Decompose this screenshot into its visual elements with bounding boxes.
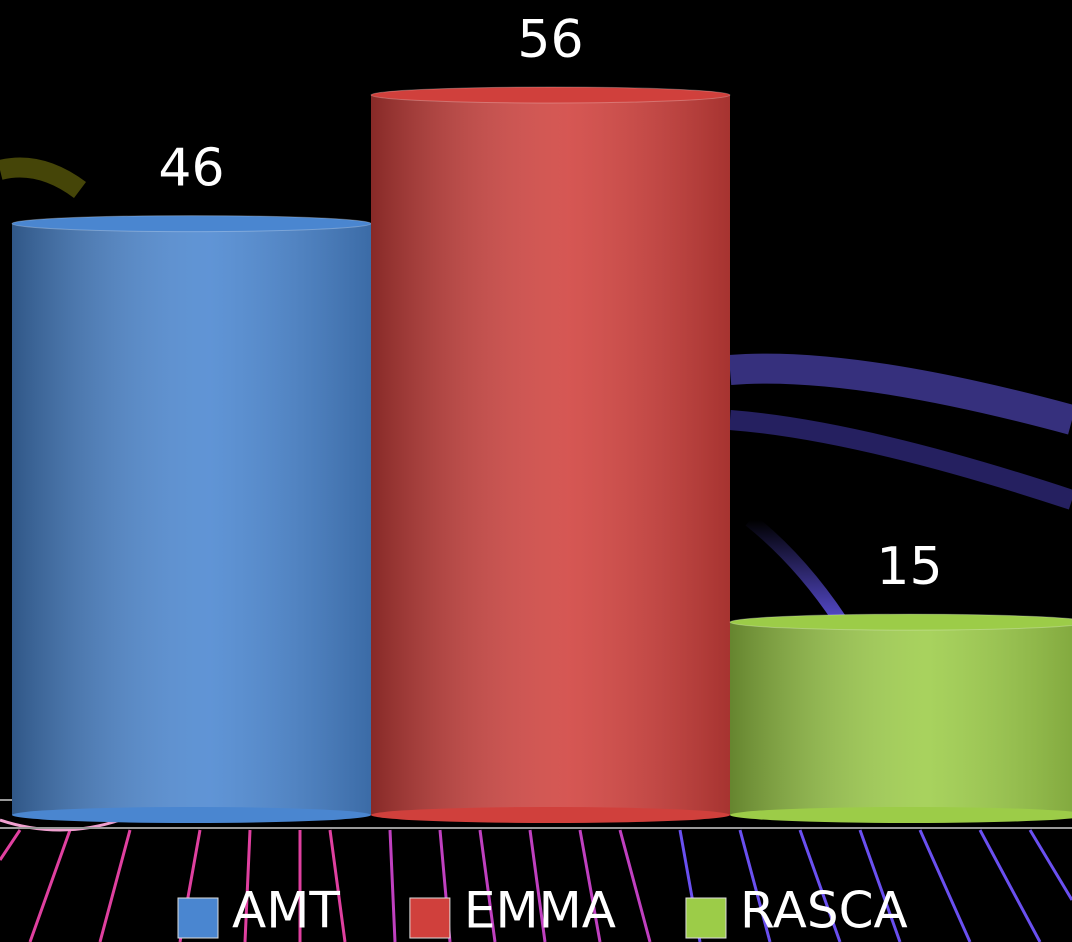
bar-bottom xyxy=(730,807,1072,823)
legend-label: RASCA xyxy=(740,882,908,940)
bar-top xyxy=(370,86,731,104)
value-label: 56 xyxy=(517,10,583,70)
legend-swatch xyxy=(177,897,219,939)
bar-top xyxy=(729,613,1072,631)
value-label: 46 xyxy=(158,139,224,199)
bar-bottom xyxy=(12,807,371,823)
bar-bottom xyxy=(371,807,730,823)
legend-label: AMT xyxy=(232,882,340,940)
value-label: 15 xyxy=(876,537,942,597)
background-decoration xyxy=(0,157,1072,942)
legend-swatch xyxy=(685,897,727,939)
bar-top xyxy=(11,215,372,233)
bar-shading xyxy=(371,95,730,815)
legend-label: EMMA xyxy=(464,882,616,940)
bar-shading xyxy=(730,622,1072,815)
legend-swatch xyxy=(409,897,451,939)
bar-shading xyxy=(12,223,371,816)
